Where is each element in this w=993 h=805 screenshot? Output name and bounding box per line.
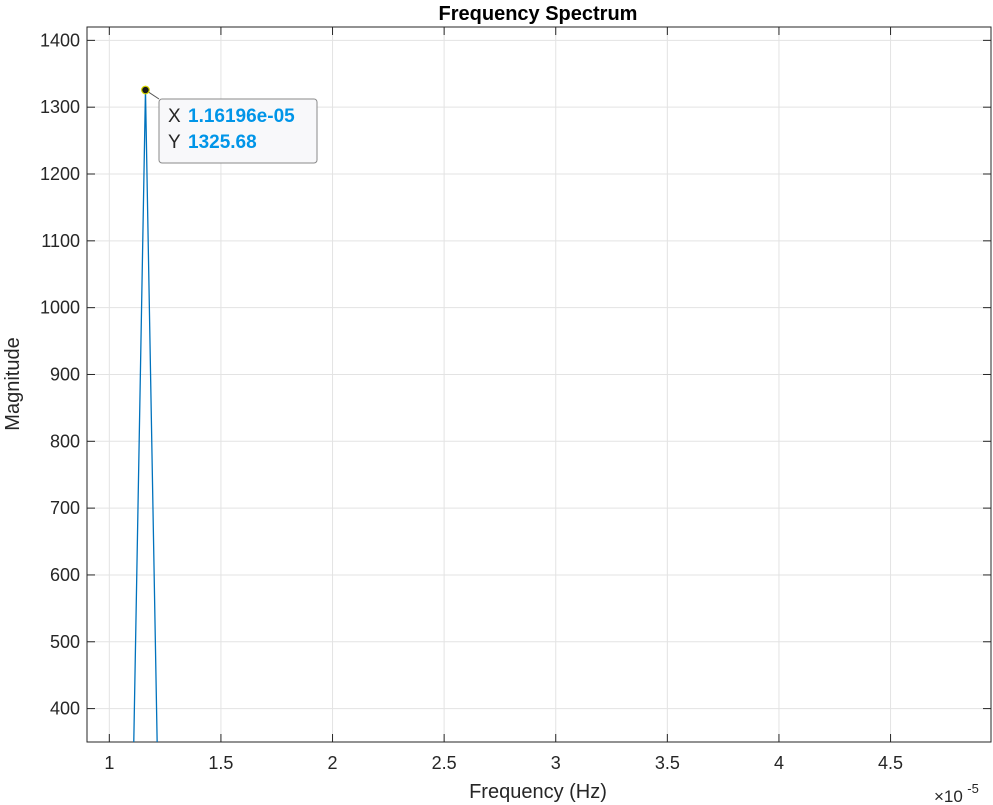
y-tick-label: 1200 <box>40 164 80 184</box>
datatip-marker[interactable] <box>141 85 150 95</box>
y-tick-label: 1400 <box>40 30 80 50</box>
x-axis-label: Frequency (Hz) <box>469 781 607 803</box>
x-tick-label: 2 <box>328 753 338 773</box>
y-tick-label: 400 <box>50 699 80 719</box>
x-tick-label: 1 <box>104 753 114 773</box>
x-tick-label: 4 <box>774 753 784 773</box>
x-tick-label: 3.5 <box>655 753 680 773</box>
datatip-y-value: 1325.68 <box>188 132 257 153</box>
datatip-x-value: 1.16196e-05 <box>188 106 295 127</box>
y-tick-label: 600 <box>50 565 80 585</box>
y-tick-label: 1100 <box>41 231 80 251</box>
datatip-y-key: Y <box>168 132 181 153</box>
x-tick-label: 1.5 <box>208 753 233 773</box>
x-tick-label: 2.5 <box>432 753 457 773</box>
datatip[interactable]: X 1.16196e-05 Y 1325.68 <box>141 85 318 164</box>
plot-area[interactable] <box>86 26 992 743</box>
x-exponent-power: -5 <box>967 781 979 796</box>
y-tick-label: 1000 <box>40 298 80 318</box>
axes-box <box>86 26 992 743</box>
spectrum-series-line <box>133 90 158 743</box>
y-tick-label: 900 <box>50 364 80 384</box>
series-group <box>133 90 158 743</box>
x-tick-label: 3 <box>551 753 561 773</box>
datatip-box <box>158 98 318 164</box>
y-tick-label: 1300 <box>40 97 80 117</box>
x-exponent-label: ×10 -5 <box>934 781 979 805</box>
y-tick-label: 800 <box>50 431 80 451</box>
y-axis-label: Magnitude <box>2 337 24 430</box>
y-axis-ticks: 400 500 600 700 800 900 1000 1100 1200 1300 1400 <box>40 30 991 719</box>
y-tick-label: 700 <box>50 498 80 518</box>
x-axis-ticks: 1 1.5 2 2.5 3 3.5 4 4.5 <box>104 27 903 773</box>
x-tick-label: 4.5 <box>878 753 903 773</box>
grid-lines <box>87 27 991 742</box>
y-tick-label: 500 <box>50 632 80 652</box>
datatip-x-key: X <box>168 106 181 127</box>
x-exponent-base: ×10 <box>934 787 963 805</box>
chart-title: Frequency Spectrum <box>439 3 638 25</box>
